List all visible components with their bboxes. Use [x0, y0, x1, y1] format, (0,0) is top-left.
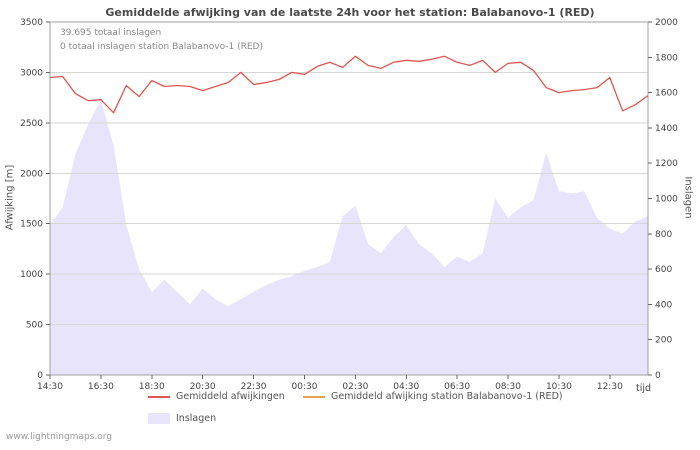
station-line-swatch [303, 395, 325, 398]
watermark-text: www.lightningmaps.org [6, 432, 112, 442]
legend-item-strikes: Inslagen [148, 413, 216, 424]
x-tick-label: 22:30 [241, 382, 267, 392]
right-tick-label: 0 [655, 371, 661, 381]
right-tick-label: 600 [655, 265, 672, 275]
left-tick-label: 0 [37, 371, 43, 381]
legend-label-strikes: Inslagen [176, 413, 217, 424]
x-tick-label: 02:30 [342, 382, 368, 392]
left-axis-label: Afwijking [m] [4, 164, 16, 231]
x-tick-label: 16:30 [88, 382, 114, 392]
x-tick-label: 20:30 [190, 382, 216, 392]
chart-title: Gemiddelde afwijking van de laatste 24h … [105, 6, 595, 19]
left-tick-label: 2000 [20, 169, 43, 179]
legend-label-deviation: Gemiddeld afwijkingen [176, 391, 285, 402]
deviation-line-swatch [148, 395, 170, 398]
right-tick-label: 1400 [655, 124, 678, 134]
x-tick-label: 08:30 [495, 382, 521, 392]
x-tick-label: 06:30 [444, 382, 470, 392]
strikes-area-swatch [148, 413, 170, 424]
strikes-area [50, 99, 648, 375]
x-tick-label: 14:30 [37, 382, 63, 392]
right-tick-label: 1200 [655, 159, 678, 169]
x-tick-label: 10:30 [546, 382, 572, 392]
right-tick-label: 200 [655, 336, 672, 346]
left-tick-label: 500 [26, 321, 43, 331]
x-tick-label: 04:30 [393, 382, 419, 392]
legend-label-station-deviation: Gemiddeld afwijking station Balabanovo-1… [331, 391, 563, 402]
left-tick-label: 1500 [20, 220, 43, 230]
right-tick-label: 1600 [655, 89, 678, 99]
left-tick-label: 3000 [20, 68, 43, 78]
left-tick-label: 1000 [20, 270, 43, 280]
right-axis-label: Inslagen [682, 176, 694, 219]
annotation-total-strikes: 39.695 totaal inslagen [60, 28, 162, 38]
legend-item-deviation: Gemiddeld afwijkingen [148, 391, 285, 402]
x-tick-label: 12:30 [597, 382, 623, 392]
right-tick-label: 800 [655, 230, 672, 240]
deviation-line [49, 55, 649, 114]
right-tick-label: 1800 [655, 53, 678, 63]
x-axis-label: tijd [636, 383, 652, 394]
x-tick-label: 18:30 [139, 382, 165, 392]
right-tick-label: 1000 [655, 195, 678, 205]
x-tick-label: 00:30 [291, 382, 317, 392]
right-tick-label: 400 [655, 300, 672, 310]
left-tick-label: 3500 [20, 18, 43, 28]
annotation-station-strikes: 0 totaal inslagen station Balabanovo-1 (… [60, 42, 263, 52]
right-tick-label: 2000 [655, 18, 678, 28]
left-tick-label: 2500 [20, 119, 43, 129]
legend-item-station-deviation: Gemiddeld afwijking station Balabanovo-1… [303, 391, 563, 402]
